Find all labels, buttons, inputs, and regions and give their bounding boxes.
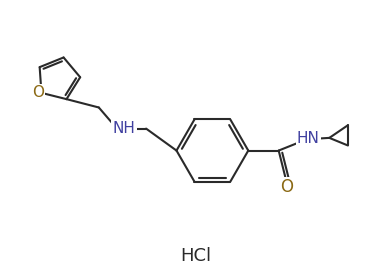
Text: O: O [281,178,294,196]
Text: O: O [32,85,44,101]
Text: HCl: HCl [180,247,211,265]
Text: NH: NH [113,121,136,136]
Text: HN: HN [297,131,320,146]
